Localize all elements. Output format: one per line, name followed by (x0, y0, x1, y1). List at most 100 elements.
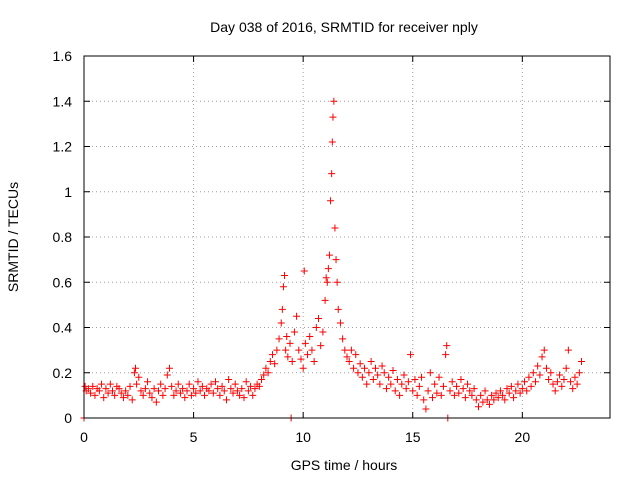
data-point (279, 283, 287, 291)
data-point (455, 389, 463, 397)
data-point (567, 378, 575, 386)
data-point (391, 387, 399, 395)
data-point (266, 357, 274, 365)
data-point (283, 333, 291, 341)
data-point (163, 371, 171, 379)
data-point (453, 382, 461, 390)
data-point (481, 387, 489, 395)
data-point (198, 382, 206, 390)
chart-title: Day 038 of 2016, SRMTID for receiver npl… (210, 19, 478, 35)
data-point (426, 369, 434, 377)
data-point (468, 391, 476, 399)
data-point (512, 387, 520, 395)
data-point (380, 369, 388, 377)
data-point (507, 382, 515, 390)
data-point (104, 389, 112, 397)
data-point (277, 319, 285, 327)
data-point (290, 328, 298, 336)
data-point (333, 278, 341, 286)
data-point (133, 380, 141, 388)
data-point (176, 389, 184, 397)
data-point (404, 378, 412, 386)
data-point (450, 391, 458, 399)
data-point (84, 385, 92, 393)
data-point (301, 339, 309, 347)
data-points (80, 97, 586, 422)
data-point (571, 373, 579, 381)
data-point (343, 353, 351, 361)
data-point (238, 385, 246, 393)
data-point (422, 405, 430, 413)
data-point (413, 391, 421, 399)
data-point (564, 346, 572, 354)
data-point (492, 389, 500, 397)
y-tick-label: 1.6 (53, 48, 73, 64)
data-point (356, 360, 364, 368)
data-point (157, 380, 165, 388)
data-point (371, 364, 379, 372)
data-point (137, 387, 145, 395)
data-point (378, 362, 386, 370)
data-point (325, 251, 333, 259)
data-point (358, 373, 366, 381)
data-point (477, 391, 485, 399)
data-point (525, 373, 533, 381)
data-point (549, 380, 557, 388)
data-point (106, 380, 114, 388)
data-point (494, 394, 502, 402)
data-point (503, 385, 511, 393)
data-point (89, 382, 97, 390)
x-axis-label: GPS time / hours (291, 457, 398, 473)
data-point (115, 385, 123, 393)
data-point (347, 346, 355, 354)
data-point (488, 391, 496, 399)
data-point (122, 387, 130, 395)
data-point (361, 364, 369, 372)
data-point (470, 385, 478, 393)
data-point (518, 385, 526, 393)
data-point (144, 378, 152, 386)
ticks (83, 55, 610, 419)
data-point (328, 138, 336, 146)
data-point (479, 398, 487, 406)
data-point (365, 369, 373, 377)
data-point (100, 394, 108, 402)
data-point (240, 394, 248, 402)
data-point (490, 396, 498, 404)
data-point (91, 391, 99, 399)
data-point (251, 385, 259, 393)
data-point (411, 376, 419, 384)
data-point (172, 387, 180, 395)
data-point (547, 369, 555, 377)
data-point (393, 376, 401, 384)
data-point (190, 385, 198, 393)
data-point (367, 357, 375, 365)
data-point (331, 224, 339, 232)
data-point (220, 387, 228, 395)
data-point (501, 396, 509, 404)
data-point (409, 387, 417, 395)
data-point (407, 351, 415, 359)
data-point (323, 278, 331, 286)
data-point (560, 376, 568, 384)
data-point (385, 373, 393, 381)
data-point (168, 382, 176, 390)
y-tick-label: 1 (64, 184, 72, 200)
data-point (387, 380, 395, 388)
data-point (242, 378, 250, 386)
data-point (402, 385, 410, 393)
data-point (475, 403, 482, 411)
data-point (327, 197, 335, 205)
data-point (332, 256, 340, 264)
data-point (553, 378, 561, 386)
y-axis-label: SRMTID / TECUs (5, 182, 21, 292)
data-point (496, 387, 504, 395)
data-point (126, 382, 134, 390)
data-point (374, 371, 382, 379)
data-point (244, 387, 252, 395)
data-point (258, 376, 266, 384)
data-point (214, 385, 222, 393)
data-point (271, 360, 279, 368)
data-point (431, 380, 439, 388)
data-point (324, 265, 332, 273)
